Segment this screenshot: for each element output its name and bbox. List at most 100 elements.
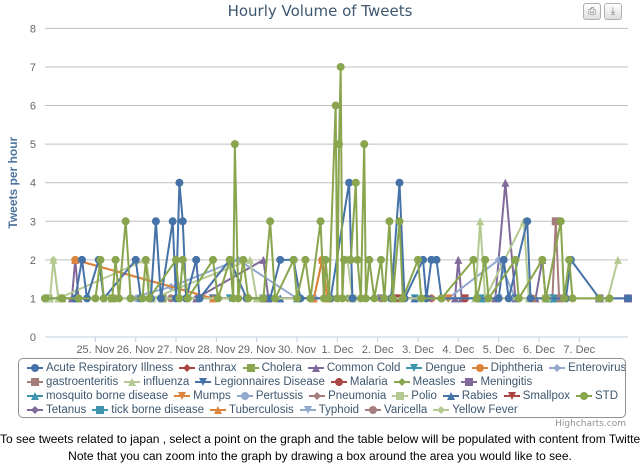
highcharts-credit[interactable]: Highcharts.com [555, 419, 626, 429]
data-point[interactable] [111, 255, 120, 264]
data-point[interactable] [595, 294, 604, 303]
legend-item[interactable]: STD [576, 389, 618, 403]
data-point[interactable] [168, 217, 177, 226]
data-point[interactable] [108, 294, 117, 303]
data-point[interactable] [526, 294, 535, 303]
legend-item[interactable]: gastroenteritis [27, 375, 118, 389]
legend-symbol[interactable] [31, 378, 39, 386]
data-point[interactable] [338, 294, 347, 303]
data-point[interactable] [395, 178, 404, 187]
data-point[interactable] [225, 255, 234, 264]
data-point[interactable] [413, 255, 422, 264]
data-point[interactable] [259, 294, 268, 303]
legend-item[interactable]: Meningitis [461, 375, 532, 389]
data-point[interactable] [121, 217, 130, 226]
legend-item[interactable]: Diphtheria [471, 361, 543, 375]
legend-symbol[interactable] [240, 392, 249, 400]
legend-symbol[interactable] [213, 406, 222, 414]
data-point[interactable] [244, 294, 253, 303]
series-line[interactable] [45, 66, 610, 303]
legend-symbol[interactable] [96, 406, 105, 414]
data-point[interactable] [230, 140, 239, 149]
data-point[interactable] [346, 255, 355, 264]
data-point[interactable] [289, 255, 298, 264]
legend-symbol[interactable] [31, 364, 39, 372]
data-point[interactable] [151, 217, 160, 226]
legend-symbol[interactable] [465, 378, 474, 386]
data-point[interactable] [348, 294, 357, 303]
line-chart[interactable]: 0 1 2 3 4 5 6 7 8 25. Nov 26. Nov 27. Nov 28. Nov 29.… [0, 0, 640, 356]
legend-item[interactable]: Enterovirus [549, 361, 625, 375]
legend-item[interactable]: Dengue [406, 361, 466, 375]
legend-symbol[interactable] [246, 364, 255, 372]
data-point[interactable] [351, 178, 360, 187]
data-point[interactable] [266, 217, 275, 226]
data-point[interactable] [613, 255, 622, 264]
data-point[interactable] [131, 255, 140, 264]
legend-item[interactable]: anthrax [179, 361, 237, 375]
legend-item[interactable]: Mumps [174, 389, 231, 403]
legend-item[interactable]: Rabies [442, 389, 498, 403]
download-button[interactable]: ⤓ [604, 3, 622, 20]
data-point[interactable] [41, 294, 49, 303]
data-point[interactable] [172, 255, 181, 264]
data-point[interactable] [138, 294, 147, 303]
data-point[interactable] [239, 255, 248, 264]
data-point[interactable] [49, 255, 58, 264]
data-point[interactable] [77, 255, 86, 264]
data-point[interactable] [141, 255, 150, 264]
legend-symbol[interactable] [313, 392, 322, 400]
data-point[interactable] [568, 294, 577, 303]
data-point[interactable] [417, 294, 426, 303]
data-point[interactable] [377, 255, 386, 264]
legend-item[interactable]: Yellow Fever [433, 403, 518, 417]
legend-item[interactable]: Varicella [365, 403, 427, 417]
data-point[interactable] [183, 294, 192, 303]
data-point[interactable] [175, 294, 184, 303]
legend-symbol[interactable] [199, 378, 208, 386]
legend-symbol[interactable] [31, 392, 39, 400]
legend-item[interactable]: Acute Respiratory Illness [27, 361, 173, 375]
legend-item[interactable]: Pneumonia [309, 389, 386, 403]
data-point[interactable] [385, 217, 394, 226]
legend-symbol[interactable] [580, 392, 588, 400]
legend-symbol[interactable] [410, 364, 419, 372]
data-point[interactable] [624, 294, 632, 303]
legend-symbol[interactable] [31, 406, 39, 414]
data-point[interactable] [192, 255, 201, 264]
data-point[interactable] [99, 294, 108, 303]
data-point[interactable] [365, 255, 374, 264]
data-point[interactable] [335, 140, 344, 149]
legend-item[interactable]: Malaria [330, 375, 388, 389]
data-point[interactable] [276, 255, 285, 264]
legend-item[interactable]: Legionnaires Disease [195, 375, 325, 389]
data-point[interactable] [395, 217, 404, 226]
data-point[interactable] [57, 294, 66, 303]
data-point[interactable] [324, 294, 333, 303]
data-point[interactable] [293, 294, 302, 303]
data-point[interactable] [156, 294, 165, 303]
data-point[interactable] [74, 294, 83, 303]
data-point[interactable] [345, 178, 354, 187]
data-point[interactable] [321, 255, 330, 264]
data-point[interactable] [565, 255, 574, 264]
legend-item[interactable]: Pertussis [236, 389, 303, 403]
data-point[interactable] [380, 294, 389, 303]
data-point[interactable] [501, 178, 510, 187]
data-point[interactable] [514, 294, 523, 303]
data-point[interactable] [605, 294, 614, 303]
legend-symbol[interactable] [507, 392, 516, 400]
legend-symbol[interactable] [437, 406, 446, 414]
data-point[interactable] [454, 255, 463, 264]
legend-symbol[interactable] [397, 378, 406, 386]
legend-symbol[interactable] [303, 406, 312, 414]
legend-symbol[interactable] [334, 378, 343, 386]
data-point[interactable] [126, 294, 135, 303]
data-point[interactable] [175, 178, 184, 187]
data-point[interactable] [481, 255, 490, 264]
legend-symbol[interactable] [553, 364, 562, 372]
legend-item[interactable]: Common Cold [307, 361, 400, 375]
data-point[interactable] [91, 294, 100, 303]
data-point[interactable] [71, 255, 80, 264]
legend-symbol[interactable] [446, 392, 455, 400]
